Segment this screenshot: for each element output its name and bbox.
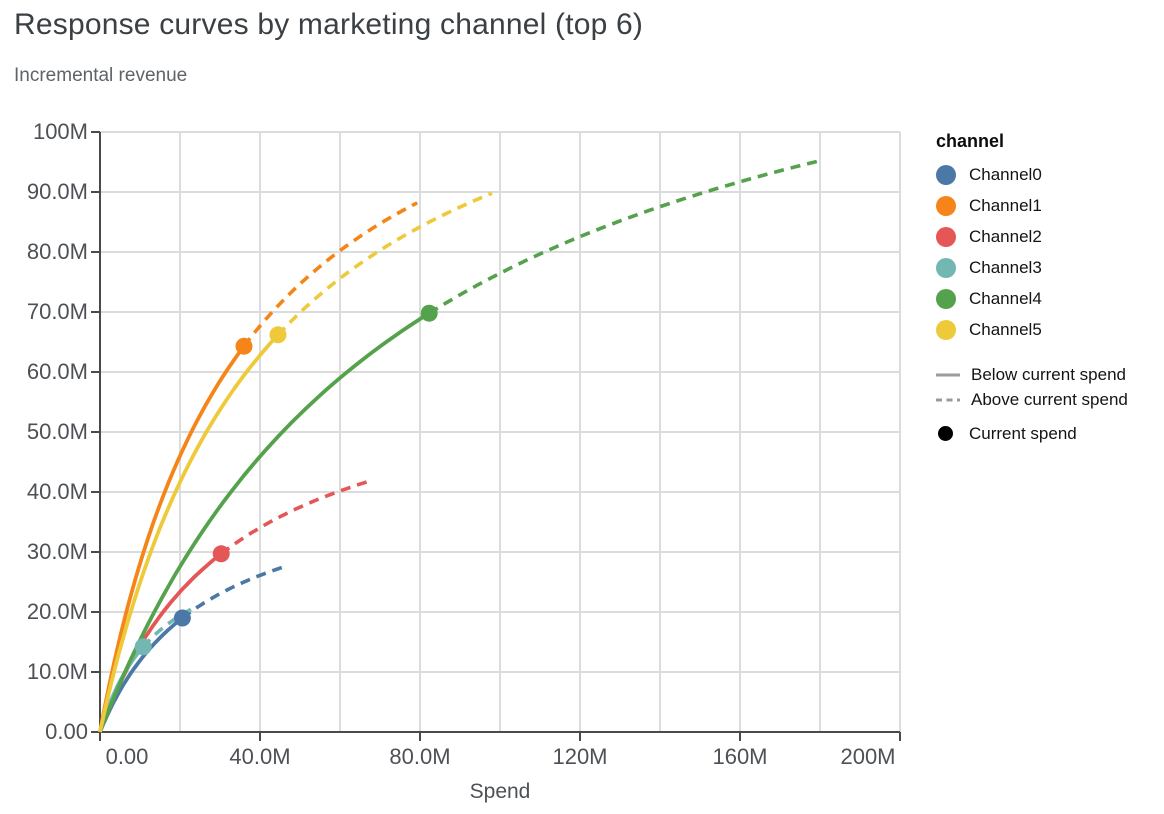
y-tick-label: 10.0M <box>26 659 88 684</box>
curve-channel2-above-current-spend <box>220 480 368 556</box>
y-tick-label: 20.0M <box>26 599 88 624</box>
y-tick-label: 0.00 <box>45 719 88 744</box>
legend-marker-item: Current spend <box>936 421 1162 446</box>
chart-subtitle: Incremental revenue <box>14 65 188 86</box>
channel-label: Channel0 <box>969 164 1042 184</box>
x-tick-label: 40.0M <box>229 744 291 769</box>
channel-swatch-icon <box>936 226 956 247</box>
channel-swatch-icon <box>936 257 956 278</box>
current-spend-marker-channel2 <box>212 545 230 563</box>
curve-channel4-above-current-spend <box>428 158 823 315</box>
y-tick-label: 40.0M <box>26 479 88 504</box>
legend-item-channel4: Channel4 <box>936 283 1162 314</box>
x-tick-label: 0.00 <box>105 744 149 769</box>
legend-item-channel3: Channel3 <box>936 252 1162 283</box>
y-tick-label: 60.0M <box>26 359 88 384</box>
legend-line-item-dashed: Above current spend <box>936 387 1162 412</box>
current-spend-dot-icon <box>938 426 953 441</box>
legend-item-channel0: Channel0 <box>936 159 1162 190</box>
current-spend-marker-channel3 <box>134 638 152 656</box>
curve-channel4-below-current-spend <box>98 311 431 733</box>
legend-marker: Current spend <box>936 421 1162 446</box>
y-tick-label: 90.0M <box>26 179 88 204</box>
legend: channel Channel0 Channel1 Channel2 Channel3… <box>936 131 1162 446</box>
x-tick-label: 200M <box>840 744 896 769</box>
chart-title: Response curves by marketing channel (to… <box>14 8 644 41</box>
current-spend-marker-channel4 <box>420 304 438 322</box>
y-tick-label: 80.0M <box>26 239 88 264</box>
legend-line-styles: Below current spend Above current spend <box>936 362 1162 412</box>
channel-label: Channel2 <box>969 226 1042 246</box>
current-spend-marker-channel1 <box>235 337 253 355</box>
line-style-solid-icon <box>936 373 960 376</box>
current-spend-label: Current spend <box>969 423 1077 443</box>
legend-item-channel5: Channel5 <box>936 314 1162 345</box>
legend-title: channel <box>936 131 1005 151</box>
x-tick-label: 120M <box>552 744 608 769</box>
y-tick-label: 100M <box>32 119 88 144</box>
legend-line-item-solid: Below current spend <box>936 362 1162 387</box>
curve-channel5-above-current-spend <box>276 191 493 337</box>
y-tick-label: 70.0M <box>26 299 88 324</box>
channel-swatch-icon <box>936 164 956 185</box>
curve-channel0-above-current-spend <box>181 564 288 620</box>
channel-label: Channel1 <box>969 195 1042 215</box>
current-spend-marker-channel0 <box>173 609 191 627</box>
current-spend-marker-channel5 <box>269 326 287 344</box>
channel-swatch-icon <box>936 195 956 216</box>
y-tick-label: 50.0M <box>26 419 88 444</box>
curve-channel1-below-current-spend <box>98 345 246 733</box>
line-style-label: Below current spend <box>971 364 1126 384</box>
line-style-dashed-icon <box>936 398 960 401</box>
curve-channel5-below-current-spend <box>98 333 280 733</box>
channel-swatch-icon <box>936 319 956 340</box>
legend-item-channel1: Channel1 <box>936 190 1162 221</box>
x-tick-label: 160M <box>712 744 768 769</box>
curve-channel1-above-current-spend <box>242 201 419 348</box>
legend-channels: Channel0 Channel1 Channel2 Channel3 Channel4… <box>936 159 1162 345</box>
y-tick-label: 30.0M <box>26 539 88 564</box>
channel-swatch-icon <box>936 288 956 309</box>
channel-label: Channel3 <box>969 257 1042 277</box>
channel-label: Channel4 <box>969 288 1042 308</box>
x-tick-label: 80.0M <box>389 744 451 769</box>
channel-label: Channel5 <box>969 319 1042 339</box>
x-axis-title: Spend <box>469 780 531 803</box>
legend-item-channel2: Channel2 <box>936 221 1162 252</box>
line-style-label: Above current spend <box>971 389 1128 409</box>
